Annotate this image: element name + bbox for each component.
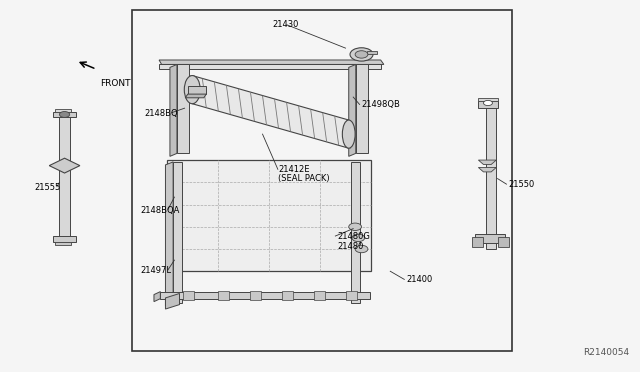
Circle shape [60,112,70,118]
Circle shape [349,223,362,231]
Text: 21430: 21430 [272,20,298,29]
Text: 21555: 21555 [34,183,60,192]
Text: 21480G: 21480G [337,231,370,241]
Circle shape [355,51,368,58]
Polygon shape [166,162,173,306]
Polygon shape [55,241,71,244]
Circle shape [483,100,492,106]
Polygon shape [55,109,71,112]
Text: 21550: 21550 [508,180,534,189]
Polygon shape [218,291,229,300]
Polygon shape [173,162,182,303]
Text: (SEAL PACK): (SEAL PACK) [278,174,330,183]
Polygon shape [192,76,349,148]
Text: 2148BQA: 2148BQA [140,206,179,215]
Polygon shape [367,51,378,54]
Polygon shape [159,64,381,69]
Polygon shape [472,237,483,247]
Polygon shape [167,160,371,271]
Text: 21400: 21400 [406,275,433,284]
Polygon shape [49,158,80,173]
Polygon shape [497,237,509,247]
Polygon shape [53,112,76,118]
Polygon shape [161,292,370,299]
Polygon shape [486,108,496,249]
Text: FRONT: FRONT [100,78,130,87]
Polygon shape [250,291,261,300]
Polygon shape [351,162,360,303]
Polygon shape [474,234,505,243]
Text: 21480: 21480 [337,241,364,250]
Polygon shape [159,60,384,64]
Polygon shape [166,294,179,309]
Polygon shape [154,292,161,302]
Ellipse shape [184,76,200,104]
Circle shape [352,234,365,241]
Polygon shape [478,167,496,172]
Polygon shape [282,291,293,300]
Polygon shape [356,64,368,153]
Polygon shape [60,116,70,241]
Polygon shape [53,236,76,241]
Text: R2140054: R2140054 [584,348,630,357]
Polygon shape [478,160,496,164]
Polygon shape [478,98,497,101]
Polygon shape [346,291,357,300]
Text: 21412E: 21412E [278,165,310,174]
Circle shape [355,245,368,253]
Polygon shape [182,291,194,300]
Polygon shape [185,94,206,98]
Text: 2148BQ: 2148BQ [145,109,178,118]
Text: 21497L: 21497L [140,266,171,275]
Text: 21498QB: 21498QB [362,100,401,109]
Polygon shape [188,86,206,94]
Polygon shape [314,291,325,300]
Polygon shape [349,64,356,156]
Circle shape [350,48,373,61]
Polygon shape [478,101,497,108]
Polygon shape [177,64,189,153]
Ellipse shape [342,120,355,148]
Bar [132,10,511,351]
Polygon shape [170,64,177,156]
